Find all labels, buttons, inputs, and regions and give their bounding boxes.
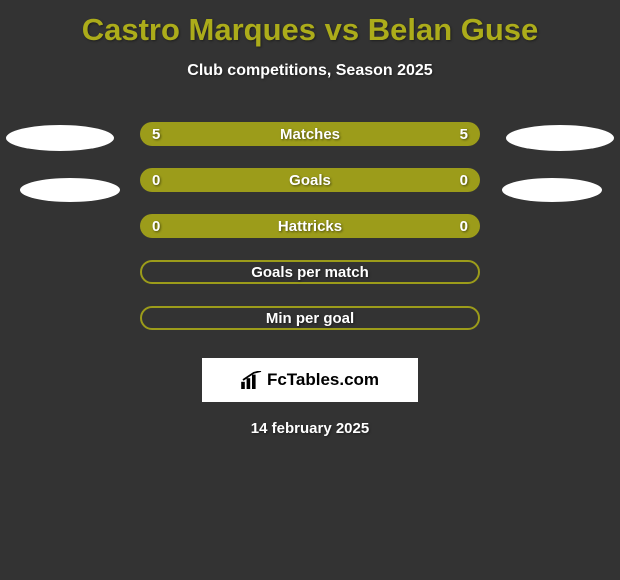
stat-label: Hattricks <box>278 218 342 235</box>
stat-row-goals-per-match: Goals per match <box>0 260 620 284</box>
footer-date: 14 february 2025 <box>251 420 369 437</box>
stat-row-matches: 5 Matches 5 <box>0 122 620 146</box>
stat-left-value: 5 <box>152 126 160 143</box>
page-title: Castro Marques vs Belan Guse <box>82 12 539 48</box>
stat-row-min-per-goal: Min per goal <box>0 306 620 330</box>
stat-bar: 0 Hattricks 0 <box>140 214 480 238</box>
stat-row-hattricks: 0 Hattricks 0 <box>0 214 620 238</box>
stat-row-goals: 0 Goals 0 <box>0 168 620 192</box>
stat-bar: 5 Matches 5 <box>140 122 480 146</box>
chart-icon <box>241 371 263 389</box>
stat-bar: Goals per match <box>140 260 480 284</box>
stat-right-value: 5 <box>460 126 468 143</box>
stat-right-value: 0 <box>460 218 468 235</box>
branding-text: FcTables.com <box>267 370 379 390</box>
stat-label: Goals <box>289 172 331 189</box>
stat-label: Min per goal <box>266 310 354 327</box>
stat-label: Goals per match <box>251 264 369 281</box>
stats-area: 5 Matches 5 0 Goals 0 0 Hattricks 0 Goal… <box>0 122 620 352</box>
stat-bar: Min per goal <box>140 306 480 330</box>
subtitle: Club competitions, Season 2025 <box>187 62 432 80</box>
stat-left-value: 0 <box>152 172 160 189</box>
stat-label: Matches <box>280 126 340 143</box>
stat-left-value: 0 <box>152 218 160 235</box>
stat-bar: 0 Goals 0 <box>140 168 480 192</box>
branding-badge: FcTables.com <box>202 358 418 402</box>
stat-right-value: 0 <box>460 172 468 189</box>
